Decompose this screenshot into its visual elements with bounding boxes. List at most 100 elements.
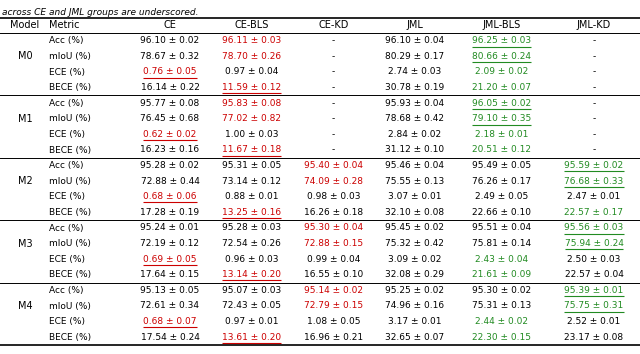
Text: 75.32 ± 0.42: 75.32 ± 0.42 xyxy=(385,239,444,248)
Text: 95.59 ± 0.02: 95.59 ± 0.02 xyxy=(564,161,623,170)
Text: 95.40 ± 0.04: 95.40 ± 0.04 xyxy=(304,161,363,170)
Text: 22.66 ± 0.10: 22.66 ± 0.10 xyxy=(472,208,531,217)
Text: JML-KD: JML-KD xyxy=(577,21,611,30)
Text: 0.88 ± 0.01: 0.88 ± 0.01 xyxy=(225,192,278,201)
Text: 13.25 ± 0.16: 13.25 ± 0.16 xyxy=(222,208,281,217)
Text: Acc (%): Acc (%) xyxy=(49,36,83,45)
Text: 95.56 ± 0.03: 95.56 ± 0.03 xyxy=(564,223,623,233)
Text: 2.18 ± 0.01: 2.18 ± 0.01 xyxy=(475,130,528,139)
Text: ECE (%): ECE (%) xyxy=(49,130,85,139)
Text: 17.54 ± 0.24: 17.54 ± 0.24 xyxy=(141,333,200,342)
Text: 96.10 ± 0.02: 96.10 ± 0.02 xyxy=(140,36,200,45)
Text: 95.45 ± 0.02: 95.45 ± 0.02 xyxy=(385,223,444,233)
Text: 95.39 ± 0.01: 95.39 ± 0.01 xyxy=(564,286,623,295)
Text: ECE (%): ECE (%) xyxy=(49,68,85,76)
Text: 11.59 ± 0.12: 11.59 ± 0.12 xyxy=(222,83,281,92)
Text: Acc (%): Acc (%) xyxy=(49,223,83,233)
Text: 78.67 ± 0.32: 78.67 ± 0.32 xyxy=(140,52,200,61)
Text: -: - xyxy=(593,130,596,139)
Text: 95.77 ± 0.08: 95.77 ± 0.08 xyxy=(140,99,200,108)
Text: Acc (%): Acc (%) xyxy=(49,286,83,295)
Text: 0.97 ± 0.04: 0.97 ± 0.04 xyxy=(225,68,278,76)
Text: 2.47 ± 0.01: 2.47 ± 0.01 xyxy=(568,192,621,201)
Text: 95.28 ± 0.03: 95.28 ± 0.03 xyxy=(222,223,281,233)
Text: -: - xyxy=(332,130,335,139)
Text: -: - xyxy=(332,99,335,108)
Text: 16.23 ± 0.16: 16.23 ± 0.16 xyxy=(140,145,200,154)
Text: 75.81 ± 0.14: 75.81 ± 0.14 xyxy=(472,239,531,248)
Text: BECE (%): BECE (%) xyxy=(49,270,91,279)
Text: 2.44 ± 0.02: 2.44 ± 0.02 xyxy=(475,317,528,326)
Text: Acc (%): Acc (%) xyxy=(49,161,83,170)
Text: mIoU (%): mIoU (%) xyxy=(49,52,91,61)
Text: 76.68 ± 0.33: 76.68 ± 0.33 xyxy=(564,177,623,186)
Text: mIoU (%): mIoU (%) xyxy=(49,302,91,310)
Text: 95.13 ± 0.05: 95.13 ± 0.05 xyxy=(140,286,200,295)
Text: 3.17 ± 0.01: 3.17 ± 0.01 xyxy=(388,317,441,326)
Text: 30.78 ± 0.19: 30.78 ± 0.19 xyxy=(385,83,444,92)
Text: 72.79 ± 0.15: 72.79 ± 0.15 xyxy=(304,302,363,310)
Text: -: - xyxy=(593,83,596,92)
Text: M3: M3 xyxy=(18,239,32,249)
Text: 95.51 ± 0.04: 95.51 ± 0.04 xyxy=(472,223,531,233)
Text: 3.09 ± 0.02: 3.09 ± 0.02 xyxy=(388,255,441,264)
Text: 80.29 ± 0.17: 80.29 ± 0.17 xyxy=(385,52,444,61)
Text: -: - xyxy=(593,99,596,108)
Text: 16.55 ± 0.10: 16.55 ± 0.10 xyxy=(304,270,363,279)
Text: Acc (%): Acc (%) xyxy=(49,99,83,108)
Text: 2.43 ± 0.04: 2.43 ± 0.04 xyxy=(475,255,528,264)
Text: 75.75 ± 0.31: 75.75 ± 0.31 xyxy=(564,302,623,310)
Text: BECE (%): BECE (%) xyxy=(49,208,91,217)
Text: CE: CE xyxy=(164,21,177,30)
Text: 95.83 ± 0.08: 95.83 ± 0.08 xyxy=(222,99,281,108)
Text: ECE (%): ECE (%) xyxy=(49,317,85,326)
Text: 95.30 ± 0.02: 95.30 ± 0.02 xyxy=(472,286,531,295)
Text: 76.26 ± 0.17: 76.26 ± 0.17 xyxy=(472,177,531,186)
Text: 0.68 ± 0.06: 0.68 ± 0.06 xyxy=(143,192,196,201)
Text: 72.61 ± 0.34: 72.61 ± 0.34 xyxy=(141,302,200,310)
Text: across CE and JML groups are underscored.: across CE and JML groups are underscored… xyxy=(2,8,198,17)
Text: mIoU (%): mIoU (%) xyxy=(49,239,91,248)
Text: 0.62 ± 0.02: 0.62 ± 0.02 xyxy=(143,130,196,139)
Text: 16.14 ± 0.22: 16.14 ± 0.22 xyxy=(141,83,200,92)
Text: 72.88 ± 0.44: 72.88 ± 0.44 xyxy=(141,177,200,186)
Text: 72.43 ± 0.05: 72.43 ± 0.05 xyxy=(222,302,281,310)
Text: -: - xyxy=(593,145,596,154)
Text: M4: M4 xyxy=(18,301,32,311)
Text: 11.67 ± 0.18: 11.67 ± 0.18 xyxy=(222,145,281,154)
Text: 95.46 ± 0.04: 95.46 ± 0.04 xyxy=(385,161,444,170)
Text: 72.88 ± 0.15: 72.88 ± 0.15 xyxy=(304,239,363,248)
Text: 32.65 ± 0.07: 32.65 ± 0.07 xyxy=(385,333,444,342)
Text: JML-BLS: JML-BLS xyxy=(483,21,520,30)
Text: -: - xyxy=(593,114,596,123)
Text: 80.66 ± 0.24: 80.66 ± 0.24 xyxy=(472,52,531,61)
Text: 0.69 ± 0.05: 0.69 ± 0.05 xyxy=(143,255,196,264)
Text: 95.14 ± 0.02: 95.14 ± 0.02 xyxy=(304,286,363,295)
Text: 2.74 ± 0.03: 2.74 ± 0.03 xyxy=(388,68,441,76)
Text: 75.55 ± 0.13: 75.55 ± 0.13 xyxy=(385,177,444,186)
Text: 31.12 ± 0.10: 31.12 ± 0.10 xyxy=(385,145,444,154)
Text: CE-BLS: CE-BLS xyxy=(234,21,269,30)
Text: 72.19 ± 0.12: 72.19 ± 0.12 xyxy=(141,239,200,248)
Text: 74.09 ± 0.28: 74.09 ± 0.28 xyxy=(304,177,363,186)
Text: M2: M2 xyxy=(18,176,33,186)
Text: -: - xyxy=(593,68,596,76)
Text: mIoU (%): mIoU (%) xyxy=(49,114,91,123)
Text: 76.45 ± 0.68: 76.45 ± 0.68 xyxy=(140,114,200,123)
Text: 16.96 ± 0.21: 16.96 ± 0.21 xyxy=(304,333,363,342)
Text: 75.31 ± 0.13: 75.31 ± 0.13 xyxy=(472,302,531,310)
Text: 73.14 ± 0.12: 73.14 ± 0.12 xyxy=(222,177,281,186)
Text: -: - xyxy=(593,52,596,61)
Text: 74.96 ± 0.16: 74.96 ± 0.16 xyxy=(385,302,444,310)
Text: 13.14 ± 0.20: 13.14 ± 0.20 xyxy=(222,270,281,279)
Text: -: - xyxy=(332,145,335,154)
Text: 0.99 ± 0.04: 0.99 ± 0.04 xyxy=(307,255,360,264)
Text: 96.05 ± 0.02: 96.05 ± 0.02 xyxy=(472,99,531,108)
Text: 23.17 ± 0.08: 23.17 ± 0.08 xyxy=(564,333,623,342)
Text: 0.97 ± 0.01: 0.97 ± 0.01 xyxy=(225,317,278,326)
Text: 2.09 ± 0.02: 2.09 ± 0.02 xyxy=(475,68,528,76)
Text: 78.70 ± 0.26: 78.70 ± 0.26 xyxy=(222,52,281,61)
Text: 17.64 ± 0.15: 17.64 ± 0.15 xyxy=(140,270,200,279)
Text: 95.07 ± 0.03: 95.07 ± 0.03 xyxy=(222,286,281,295)
Text: BECE (%): BECE (%) xyxy=(49,145,91,154)
